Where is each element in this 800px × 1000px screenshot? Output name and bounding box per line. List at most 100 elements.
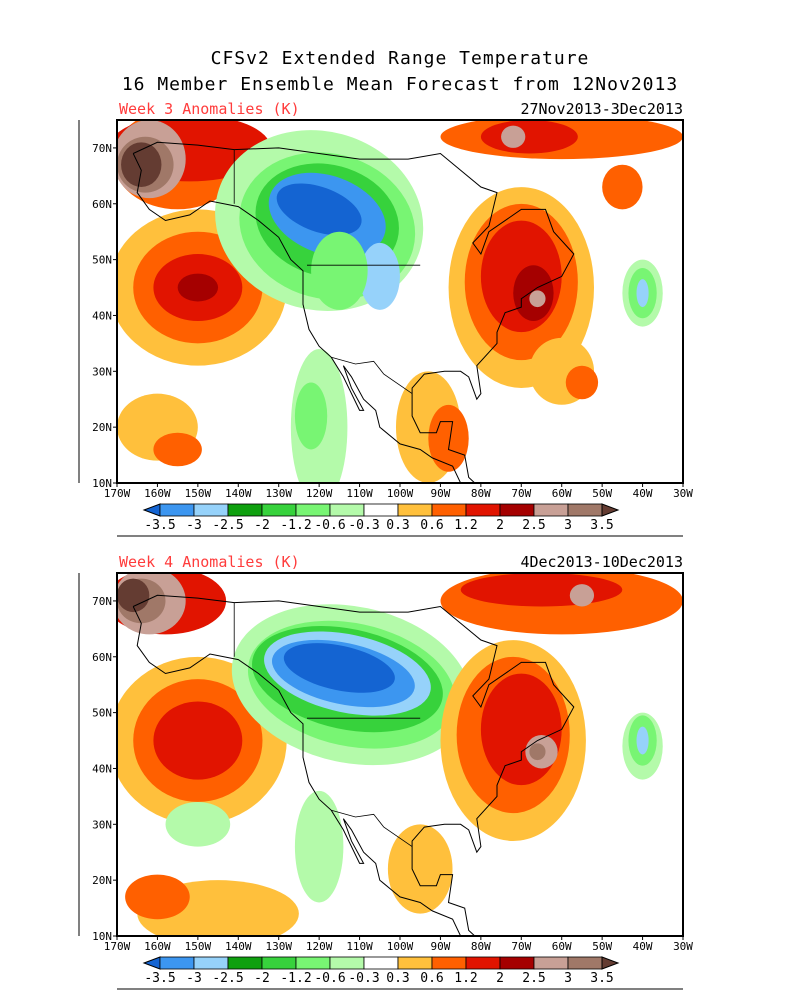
colorbar-label: -3.5 bbox=[144, 971, 175, 986]
lon-tick-label: 40W bbox=[633, 487, 653, 500]
colorbar-label: 1.2 bbox=[454, 518, 477, 533]
colorbar-swatch bbox=[193, 503, 229, 517]
lon-tick-label: 100W bbox=[387, 940, 414, 953]
chart-subtitle: 16 Member Ensemble Mean Forecast from 12… bbox=[121, 74, 679, 95]
lat-tick-label: 50N bbox=[92, 254, 112, 267]
colorbar-label: -0.6 bbox=[314, 518, 345, 533]
map-panel-1: 10N 20N 30N 40N 50N 60N 70N 170W 160W 150W 140W 130… bbox=[78, 100, 693, 537]
colorbar-label: -2 bbox=[254, 518, 270, 533]
lon-tick-label: 50W bbox=[592, 940, 612, 953]
anomaly-contour bbox=[428, 404, 469, 472]
panel-dates: 4Dec2013-10Dec2013 bbox=[520, 553, 683, 571]
coastline-west bbox=[132, 606, 462, 936]
anomaly-contour bbox=[636, 279, 649, 308]
lat-tick-label: 60N bbox=[92, 198, 112, 211]
anomaly-contour bbox=[125, 874, 190, 920]
lon-tick-label: 60W bbox=[552, 940, 572, 953]
colorbar-swatch bbox=[295, 503, 331, 517]
colorbar: -3.5 -3 -2.5 -2 -1.2 -0.6 -0.3 0.3 0.6 1.2 2 2.5 3 3.… bbox=[117, 956, 683, 990]
coastline-east bbox=[132, 594, 575, 936]
colorbar-swatch bbox=[397, 503, 433, 517]
anomaly-contour bbox=[121, 142, 162, 187]
colorbar-arrow-low bbox=[142, 503, 161, 517]
lon-tick-label: 120W bbox=[306, 487, 333, 500]
colorbar-label: 0.6 bbox=[420, 971, 443, 986]
anomaly-contour bbox=[117, 578, 150, 613]
colorbar-swatch bbox=[533, 956, 569, 970]
anomaly-contour bbox=[565, 365, 599, 400]
colorbar-swatch bbox=[193, 956, 229, 970]
colorbar-swatch bbox=[329, 956, 365, 970]
colorbar-swatch bbox=[363, 503, 399, 517]
colorbar-swatch bbox=[465, 956, 501, 970]
anomaly-contour bbox=[153, 701, 243, 780]
lon-tick-label: 140W bbox=[225, 940, 252, 953]
lat-tick-label: 40N bbox=[92, 762, 112, 775]
colorbar-label: -2 bbox=[254, 971, 270, 986]
anomaly-contour bbox=[602, 164, 643, 210]
lat-tick-label: 20N bbox=[92, 421, 112, 434]
lon-tick-label: 120W bbox=[306, 940, 333, 953]
lon-tick-label: 100W bbox=[387, 487, 414, 500]
lon-tick-label: 70W bbox=[511, 487, 531, 500]
map-panel-2: 10N 20N 30N 40N 50N 60N 70N 170W 160W 150W 140W 130… bbox=[78, 553, 693, 990]
colorbar-label: -1.2 bbox=[280, 518, 311, 533]
colorbar-swatch bbox=[465, 503, 501, 517]
panel-dates: 27Nov2013-3Dec2013 bbox=[520, 100, 683, 118]
border-line bbox=[331, 809, 413, 847]
lon-tick-label: 140W bbox=[225, 487, 252, 500]
colorbar-label: 0.3 bbox=[386, 971, 409, 986]
lon-tick-label: 160W bbox=[144, 487, 171, 500]
anomaly-field bbox=[117, 573, 683, 936]
anomaly-contour bbox=[569, 584, 595, 607]
lon-tick-label: 30W bbox=[673, 940, 693, 953]
lon-tick-label: 110W bbox=[346, 940, 373, 953]
anomaly-contour bbox=[460, 573, 623, 607]
anomaly-contour bbox=[283, 643, 395, 693]
lon-tick-label: 40W bbox=[633, 940, 653, 953]
anomaly-contour bbox=[480, 120, 578, 154]
colorbar-swatch bbox=[261, 503, 297, 517]
anomaly-contour bbox=[294, 382, 328, 450]
anomaly-contour bbox=[501, 125, 526, 148]
colorbar-label: -3.5 bbox=[144, 518, 175, 533]
anomaly-contour bbox=[529, 743, 546, 761]
lon-tick-label: 170W bbox=[104, 940, 131, 953]
anomaly-contour bbox=[529, 290, 546, 308]
colorbar-label: 2.5 bbox=[522, 971, 545, 986]
colorbar-label: -3 bbox=[186, 971, 202, 986]
colorbar-label: -1.2 bbox=[280, 971, 311, 986]
colorbar-swatch bbox=[431, 956, 467, 970]
colorbar-arrow-high bbox=[601, 503, 620, 517]
chart-title: CFSv2 Extended Range Temperature bbox=[210, 48, 590, 69]
colorbar-swatch bbox=[227, 503, 263, 517]
colorbar-label: 1.2 bbox=[454, 971, 477, 986]
lat-tick-label: 60N bbox=[92, 651, 112, 664]
colorbar-swatch bbox=[567, 503, 603, 517]
anomaly-contour bbox=[636, 726, 649, 755]
colorbar-swatch bbox=[159, 503, 195, 517]
colorbar-swatch bbox=[159, 956, 195, 970]
colorbar-swatch bbox=[499, 956, 535, 970]
lon-tick-label: 70W bbox=[511, 940, 531, 953]
anomaly-contour bbox=[153, 432, 202, 467]
colorbar-swatch bbox=[329, 503, 365, 517]
border-line bbox=[331, 356, 413, 394]
lon-tick-label: 80W bbox=[471, 940, 491, 953]
lon-tick-label: 130W bbox=[265, 487, 292, 500]
lon-tick-label: 130W bbox=[265, 940, 292, 953]
colorbar-swatch bbox=[261, 956, 297, 970]
anomaly-contour bbox=[387, 824, 453, 914]
anomaly-contour bbox=[480, 673, 562, 786]
colorbar-label: 2.5 bbox=[522, 518, 545, 533]
lon-tick-label: 80W bbox=[471, 487, 491, 500]
colorbar-swatch bbox=[431, 503, 467, 517]
colorbar-arrow-low bbox=[142, 956, 161, 970]
coastline-east bbox=[132, 141, 575, 483]
lat-tick-label: 30N bbox=[92, 365, 112, 378]
colorbar-label: 2 bbox=[496, 518, 504, 533]
lat-tick-label: 70N bbox=[92, 595, 112, 608]
colorbar-swatch bbox=[295, 956, 331, 970]
